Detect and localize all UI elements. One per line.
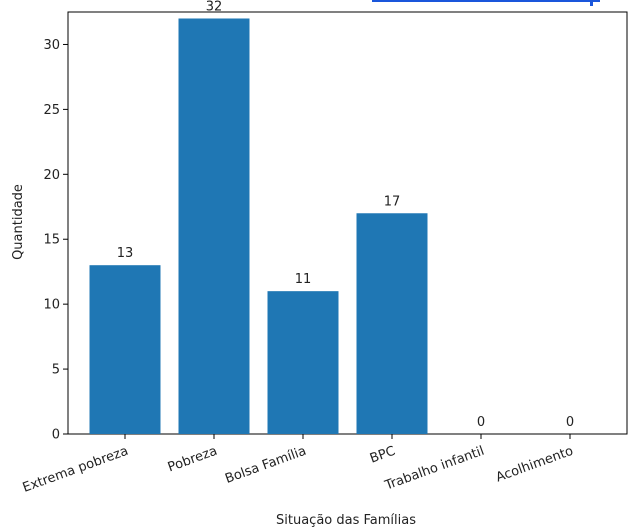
top-accent-mark [590,0,593,6]
data-label-0: 13 [117,246,134,261]
x-tick-label-0: Extrema pobreza [21,444,131,496]
x-axis-label: Situação das Famílias [276,513,416,528]
y-tick-label-2: 10 [43,298,60,313]
bar-1 [178,18,250,434]
y-tick-label-5: 25 [43,103,60,118]
x-tick-label-3: BPC [368,444,397,467]
data-label-1: 32 [206,0,223,14]
y-tick-label-4: 20 [43,168,60,183]
y-tick-label-1: 5 [52,363,60,378]
y-tick-label-6: 30 [43,38,60,53]
bar-0 [89,265,161,434]
y-tick-label-3: 15 [43,233,60,248]
bar-3 [356,213,428,434]
plot-border [67,11,628,435]
data-label-2: 11 [295,272,312,287]
data-label-5: 0 [566,415,574,430]
x-tick-label-2: Bolsa Família [223,444,308,487]
x-tick-label-4: Trabalho infantil [382,444,486,494]
y-tick-label-0: 0 [52,428,60,443]
y-axis: 0 5 10 15 20 25 30 [43,38,68,443]
data-labels-layer: 13 32 11 17 0 0 [117,0,574,430]
y-axis-label: Quantidade [11,184,26,260]
x-axis: Extrema pobreza Pobreza Bolsa Família BPCTr… [21,434,575,496]
data-label-3: 17 [384,194,401,209]
bar-2 [267,291,339,434]
data-label-4: 0 [477,415,485,430]
x-tick-label-5: Acolhimento [494,444,575,486]
bars-layer [89,18,428,434]
x-tick-label-1: Pobreza [166,444,219,476]
plot-frame [67,11,628,435]
